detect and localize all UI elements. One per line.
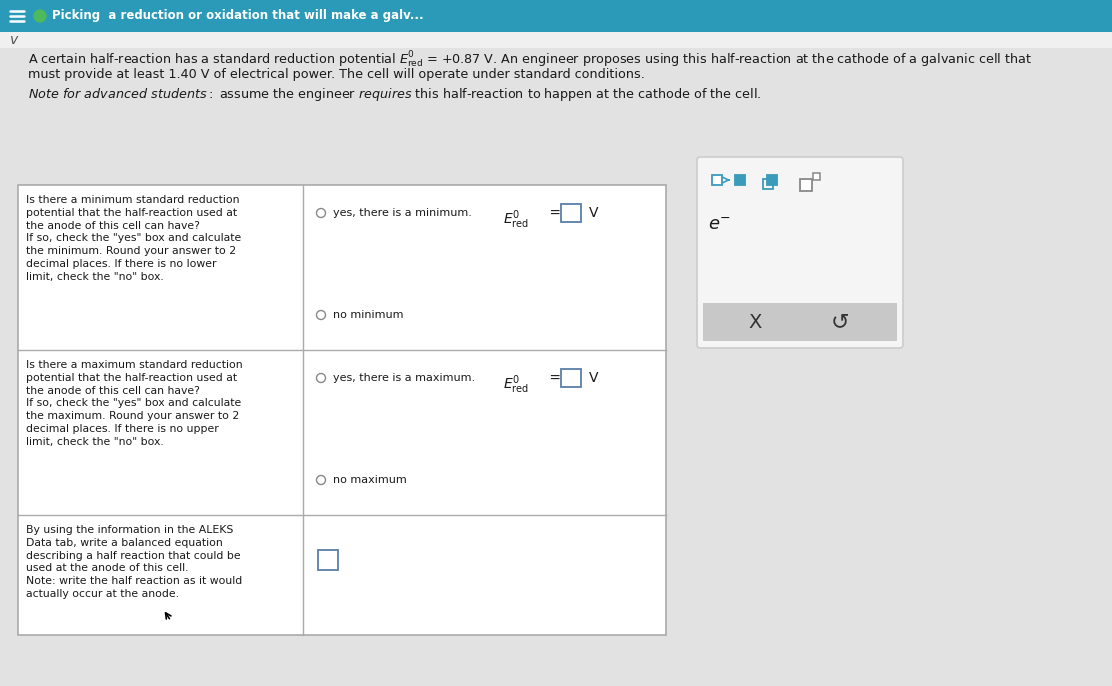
- Text: A certain half-reaction has a standard reduction potential $E^{0}_{\mathrm{red}}: A certain half-reaction has a standard r…: [28, 50, 1032, 70]
- Text: yes, there is a minimum.: yes, there is a minimum.: [332, 208, 471, 218]
- Bar: [712, 175, 722, 185]
- Text: Is there a maximum standard reduction
potential that the half-reaction used at
t: Is there a maximum standard reduction po…: [26, 360, 242, 447]
- Text: $\it{Note\ for\ advanced\ students:}$ assume the engineer $\it{requires}$ this h: $\it{Note\ for\ advanced\ students:}$ as…: [28, 86, 762, 103]
- Bar: [0, 0, 1112, 32]
- Text: =: =: [545, 206, 565, 220]
- Text: $E^{0}_{\mathrm{red}}$: $E^{0}_{\mathrm{red}}$: [503, 373, 529, 396]
- Circle shape: [34, 10, 46, 22]
- Text: ↺: ↺: [831, 312, 850, 332]
- Bar: [560, 204, 580, 222]
- Text: $e^{-}$: $e^{-}$: [708, 216, 732, 234]
- Text: X: X: [748, 313, 762, 331]
- Bar: [735, 175, 745, 185]
- Bar: [763, 179, 773, 189]
- Text: no minimum: no minimum: [332, 310, 404, 320]
- Text: V: V: [589, 206, 598, 220]
- Bar: [0, 32, 1112, 48]
- Text: =: =: [545, 371, 565, 385]
- Text: must provide at least 1.40 V of electrical power. The cell will operate under st: must provide at least 1.40 V of electric…: [28, 68, 645, 81]
- Bar: [560, 369, 580, 387]
- Bar: [18, 185, 666, 635]
- Text: v: v: [10, 33, 18, 47]
- Text: Is there a minimum standard reduction
potential that the half-reaction used at
t: Is there a minimum standard reduction po…: [26, 195, 241, 282]
- Bar: [703, 303, 897, 341]
- Text: V: V: [589, 371, 598, 385]
- FancyBboxPatch shape: [697, 157, 903, 348]
- Text: By using the information in the ALEKS
Data tab, write a balanced equation
descri: By using the information in the ALEKS Da…: [26, 525, 242, 599]
- Bar: [767, 175, 777, 185]
- Text: Picking  a reduction or oxidation that will make a galv...: Picking a reduction or oxidation that wi…: [52, 10, 424, 23]
- Text: yes, there is a maximum.: yes, there is a maximum.: [332, 373, 475, 383]
- Bar: [318, 550, 338, 570]
- Text: no maximum: no maximum: [332, 475, 407, 485]
- Bar: [800, 179, 812, 191]
- Bar: [813, 173, 820, 180]
- Text: $E^{0}_{\mathrm{red}}$: $E^{0}_{\mathrm{red}}$: [503, 208, 529, 230]
